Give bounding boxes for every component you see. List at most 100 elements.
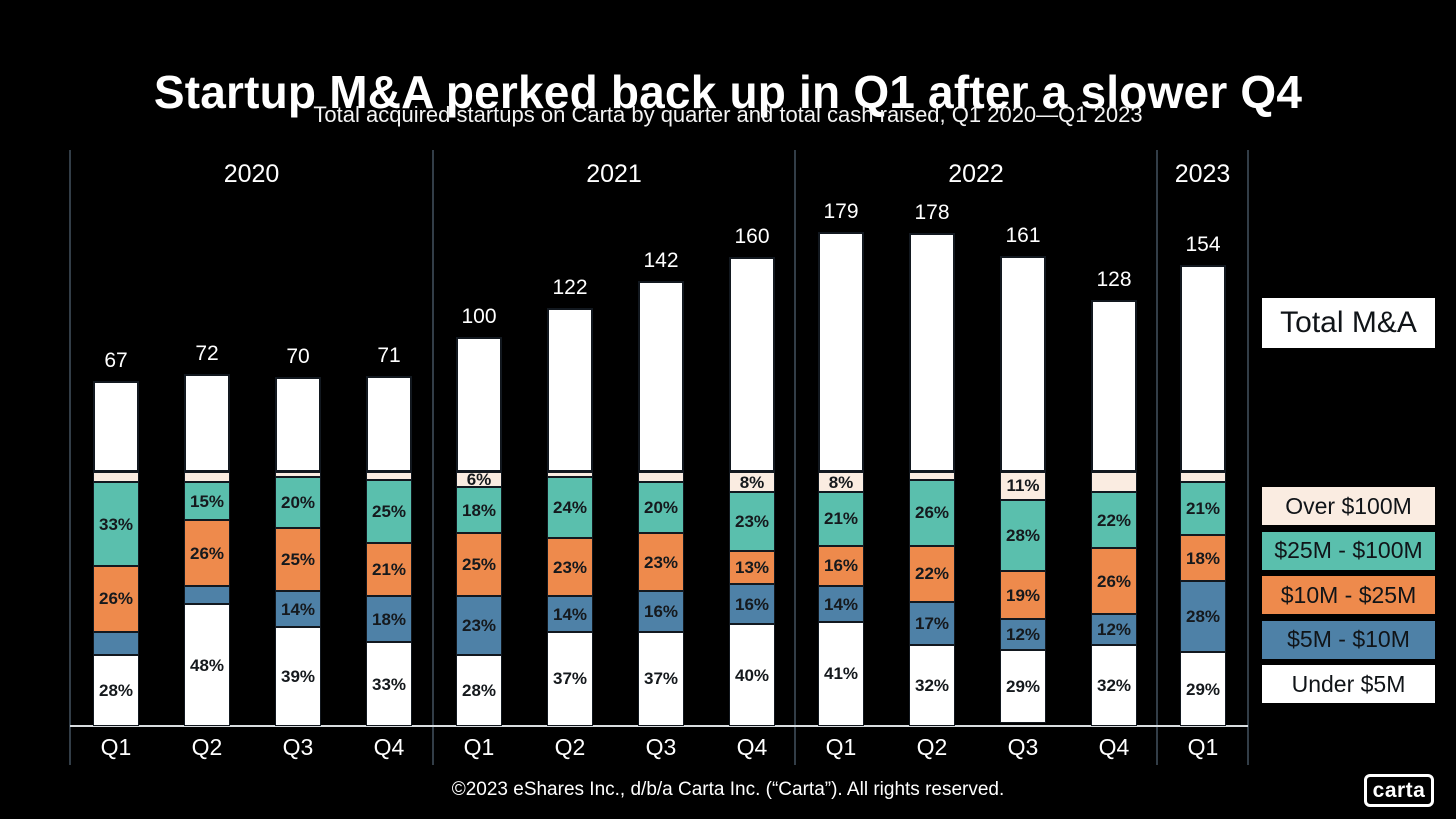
chart-title: Startup M&A perked back up in Q1 after a…	[153, 65, 1303, 118]
total-extension-segment	[729, 257, 775, 472]
segment-pct-label: 12%	[1005, 625, 1041, 645]
segment-under-5m: 37%	[547, 631, 593, 726]
segment-over-100m	[275, 472, 321, 478]
year-label-2022: 2022	[948, 160, 1004, 188]
segment-pct-label: 18%	[371, 609, 407, 629]
legend-item-5m-10m: $5M - $10M	[1262, 620, 1435, 659]
segment-pct-label: 22%	[914, 564, 950, 584]
segment-5m-10m: 12%	[1091, 614, 1137, 645]
segment-pct-label: 29%	[1005, 677, 1041, 697]
bar-2022-q2: 26% 22% 17% 32%	[909, 233, 955, 726]
carta-logo: carta	[1364, 774, 1434, 807]
segment-pct-label: 20%	[643, 498, 679, 518]
segment-pct-label: 23%	[552, 557, 588, 577]
segment-under-5m: 32%	[1091, 644, 1137, 726]
legend-item-under-5m: Under $5M	[1262, 665, 1435, 703]
segment-over-100m	[1091, 472, 1137, 493]
bar-total-label: 178	[914, 201, 950, 225]
total-extension-segment	[818, 232, 864, 472]
segment-25m-100m: 23%	[729, 492, 775, 551]
x-tick-label-2020-q1: Q1	[100, 734, 132, 760]
x-tick-label-2020-q4: Q4	[373, 734, 405, 760]
segment-pct-label: 26%	[189, 543, 225, 563]
segment-under-5m: 29%	[1000, 649, 1046, 724]
total-extension-segment	[366, 375, 412, 472]
segment-25m-100m: 33%	[93, 482, 139, 566]
segment-10m-25m: 23%	[547, 538, 593, 597]
x-tick-label-2021-q1: Q1	[463, 734, 495, 760]
segment-5m-10m: 28%	[1180, 581, 1226, 653]
bar-total-label: 142	[643, 249, 679, 273]
segment-pct-label: 8%	[739, 472, 765, 492]
segment-over-100m: 8%	[818, 472, 864, 493]
segment-pct-label: 28%	[1005, 525, 1041, 545]
segment-pct-label: 26%	[1096, 571, 1132, 591]
bar-2023-q1: 21% 18% 28% 29%	[1180, 265, 1226, 726]
bar-total-label: 71	[377, 343, 401, 367]
segment-5m-10m: 17%	[909, 601, 955, 645]
segment-10m-25m: 13%	[729, 550, 775, 584]
total-extension-segment	[184, 374, 230, 472]
segment-pct-label: 22%	[1096, 510, 1132, 530]
year-separator-line	[794, 150, 796, 765]
segment-pct-label: 28%	[461, 680, 497, 700]
segment-pct-label: 8%	[828, 472, 854, 492]
bar-2022-q1: 8% 21% 16% 14% 41%	[818, 232, 864, 726]
bar-total-label: 179	[823, 200, 859, 224]
segment-under-5m: 29%	[1180, 652, 1226, 726]
total-extension-segment	[275, 377, 321, 472]
legend-total-ma: Total M&A	[1262, 298, 1435, 348]
segment-over-100m: 11%	[1000, 472, 1046, 500]
segment-10m-25m: 22%	[909, 545, 955, 602]
x-tick-label-2022-q1: Q1	[825, 734, 857, 760]
segment-25m-100m: 20%	[275, 477, 321, 528]
bar-total-label: 154	[1185, 233, 1221, 257]
bar-2021-q2: 24% 23% 14% 37%	[547, 307, 593, 726]
segment-over-100m: 6%	[456, 470, 502, 490]
bar-2020-q4: 25% 21% 18% 33%	[366, 375, 412, 726]
segment-under-5m: 28%	[456, 654, 502, 726]
segment-pct-label: 16%	[823, 556, 859, 576]
segment-pct-label: 23%	[734, 512, 770, 532]
segment-5m-10m: 14%	[275, 591, 321, 627]
segment-5m-10m: 16%	[729, 583, 775, 625]
bar-total-label: 160	[734, 225, 770, 249]
segment-pct-label: 12%	[1096, 619, 1132, 639]
segment-pct-label: 25%	[280, 550, 316, 570]
total-extension-segment	[1091, 299, 1137, 472]
segment-5m-10m	[93, 632, 139, 655]
segment-pct-label: 16%	[643, 602, 679, 622]
total-extension-segment	[1180, 265, 1226, 472]
segment-over-100m	[638, 472, 684, 483]
legend-item-25m-100m: $25M - $100M	[1262, 531, 1435, 570]
segment-under-5m: 28%	[93, 654, 139, 726]
plot-right-border	[1247, 150, 1249, 765]
segment-pct-label: 14%	[280, 599, 316, 619]
segment-25m-100m: 20%	[638, 482, 684, 533]
segment-pct-label: 19%	[1005, 585, 1041, 605]
bar-2020-q2: 15% 26% 48%	[184, 374, 230, 726]
segment-5m-10m	[184, 586, 230, 605]
segment-5m-10m: 23%	[456, 596, 502, 655]
segment-pct-label: 25%	[461, 555, 497, 575]
segment-over-100m: 8%	[729, 472, 775, 493]
segment-25m-100m: 26%	[909, 479, 955, 546]
bar-2021-q4: 8% 23% 13% 16% 40%	[729, 257, 775, 726]
total-extension-segment	[456, 337, 502, 472]
segment-10m-25m: 26%	[184, 520, 230, 587]
total-extension-segment	[638, 281, 684, 472]
segment-pct-label: 11%	[1006, 476, 1040, 496]
segment-pct-label: 40%	[734, 665, 770, 685]
segment-under-5m: 41%	[818, 621, 864, 726]
segment-10m-25m: 19%	[1000, 571, 1046, 620]
bar-2021-q1: 6% 18% 25% 23% 28%	[456, 337, 502, 726]
segment-pct-label: 23%	[643, 552, 679, 572]
segment-pct-label: 16%	[734, 594, 770, 614]
segment-pct-label: 32%	[1096, 675, 1132, 695]
segment-pct-label: 6%	[466, 470, 492, 490]
segment-5m-10m: 14%	[547, 596, 593, 632]
x-tick-label-2020-q2: Q2	[191, 734, 223, 760]
segment-pct-label: 14%	[823, 594, 859, 614]
x-tick-label-2022-q2: Q2	[916, 734, 948, 760]
year-label-2023: 2023	[1174, 160, 1231, 188]
